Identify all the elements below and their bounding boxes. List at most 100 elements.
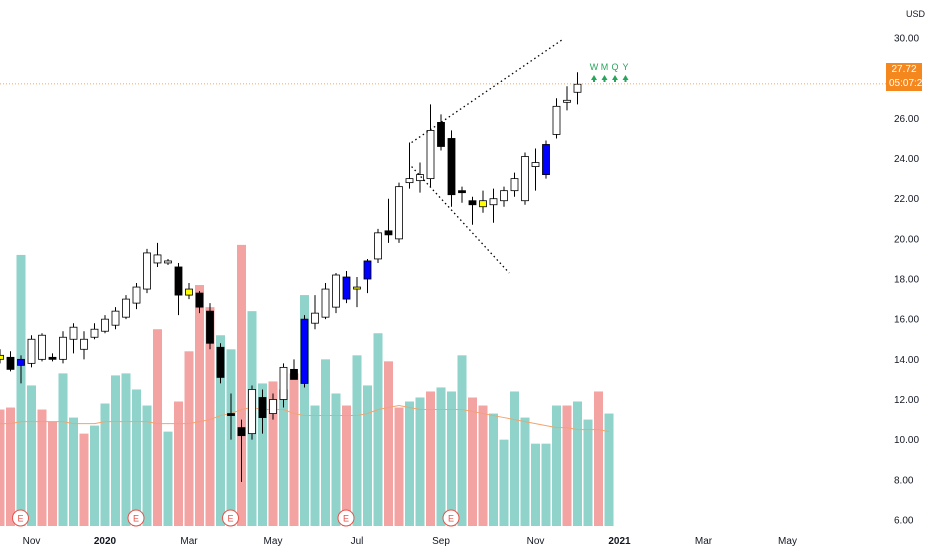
candle-body xyxy=(395,186,403,240)
volume-bar xyxy=(174,401,183,526)
trendline[interactable] xyxy=(411,39,563,144)
last-price-tag: 27.72 xyxy=(886,63,922,77)
x-tick-label: Sep xyxy=(432,536,450,547)
volume-bar xyxy=(594,391,603,526)
volume-bar xyxy=(573,401,582,526)
x-tick-label: Mar xyxy=(695,536,713,547)
earnings-marker-icon[interactable] xyxy=(222,509,239,527)
earnings-marker-label: E xyxy=(17,514,23,524)
candle-body xyxy=(458,190,466,194)
volume-ma-polyline xyxy=(0,405,610,433)
signal-letter: W xyxy=(590,62,599,72)
volume-pane xyxy=(0,244,614,526)
candle xyxy=(153,242,162,267)
candle-body xyxy=(479,200,487,208)
candle xyxy=(500,186,508,207)
candle-body xyxy=(216,346,225,378)
candle xyxy=(531,148,540,191)
volume-bar xyxy=(520,417,530,526)
candle xyxy=(542,140,550,179)
volume-bar xyxy=(153,329,162,526)
volume-bar xyxy=(415,397,425,526)
signal-letter: Y xyxy=(622,62,628,72)
candle xyxy=(0,349,4,364)
candle-body xyxy=(48,356,57,360)
candle-body xyxy=(227,413,235,416)
candle-body xyxy=(437,121,445,147)
volume-bar xyxy=(121,373,131,526)
volume-bar xyxy=(468,397,477,526)
candle xyxy=(426,104,435,187)
signal-letter: M xyxy=(601,62,609,72)
volume-bar xyxy=(58,373,68,526)
x-tick-label: 2020 xyxy=(94,536,117,547)
volume-bar xyxy=(447,391,456,526)
volume-bar xyxy=(258,383,267,526)
y-tick-label: 16.00 xyxy=(894,315,919,326)
earnings-marker-label: E xyxy=(227,514,233,524)
candle-body xyxy=(489,198,498,206)
candle-body xyxy=(342,276,351,300)
volume-bar xyxy=(352,355,362,526)
price-series xyxy=(0,72,582,482)
candle-body xyxy=(185,288,193,296)
volume-bar xyxy=(426,391,435,526)
up-arrow-icon xyxy=(601,75,608,82)
up-arrow-icon xyxy=(612,75,618,82)
earnings-marker-icon[interactable] xyxy=(337,509,355,527)
up-arrow-icon xyxy=(622,75,629,82)
earnings-marker-icon[interactable] xyxy=(127,509,145,527)
volume-bar xyxy=(279,389,288,526)
candle xyxy=(521,152,529,205)
candle-body xyxy=(248,389,256,435)
candle-body xyxy=(59,336,67,360)
candle-body xyxy=(132,286,141,304)
time-axis[interactable]: Nov 2020 Mar May Jul Sep Nov 2021 Mar May xyxy=(23,536,797,547)
candle-body xyxy=(363,260,372,280)
candle-body xyxy=(6,356,15,370)
up-arrow-icon xyxy=(591,75,597,82)
price-axis[interactable]: 30.0028.0026.0024.0022.0020.0018.0016.00… xyxy=(894,34,919,527)
candle xyxy=(279,363,288,408)
volume-bar xyxy=(205,307,215,526)
candle-body xyxy=(500,190,508,202)
y-tick-label: 18.00 xyxy=(894,275,919,286)
volume-bar xyxy=(510,391,519,526)
candle xyxy=(332,272,340,314)
x-tick-label: 2021 xyxy=(608,536,631,547)
candle xyxy=(468,196,477,225)
trendline[interactable] xyxy=(411,166,510,274)
volume-bar xyxy=(27,385,36,526)
trendlines[interactable] xyxy=(411,39,563,274)
volume-bar xyxy=(583,419,593,526)
earnings-marker-icon[interactable] xyxy=(442,509,460,527)
earnings-marker-label: E xyxy=(133,514,139,524)
y-tick-label: 22.00 xyxy=(894,194,919,205)
candle-body xyxy=(374,232,382,260)
candle-body xyxy=(290,368,298,380)
y-tick-label: 10.00 xyxy=(894,435,919,446)
candle-body xyxy=(321,288,330,318)
earnings-marker-icon[interactable] xyxy=(12,509,29,527)
candle-body xyxy=(80,338,88,350)
y-tick-label: 6.00 xyxy=(894,515,914,526)
candle-body xyxy=(101,318,109,332)
candle xyxy=(437,114,445,151)
candle xyxy=(111,307,120,330)
candle xyxy=(174,262,183,316)
candle xyxy=(80,331,88,360)
candle xyxy=(59,331,67,364)
volume-bar xyxy=(604,413,614,526)
volume-bar xyxy=(331,393,341,526)
bar-countdown-tag: 05:07:23 xyxy=(886,77,928,91)
candle xyxy=(101,315,109,334)
x-tick-label: May xyxy=(778,536,797,547)
volume-bar xyxy=(142,405,152,526)
candle-body xyxy=(405,178,414,184)
volume-ma-line xyxy=(0,405,610,433)
candle-body xyxy=(332,274,340,308)
candle-body xyxy=(573,83,582,93)
candle-body xyxy=(153,254,162,264)
